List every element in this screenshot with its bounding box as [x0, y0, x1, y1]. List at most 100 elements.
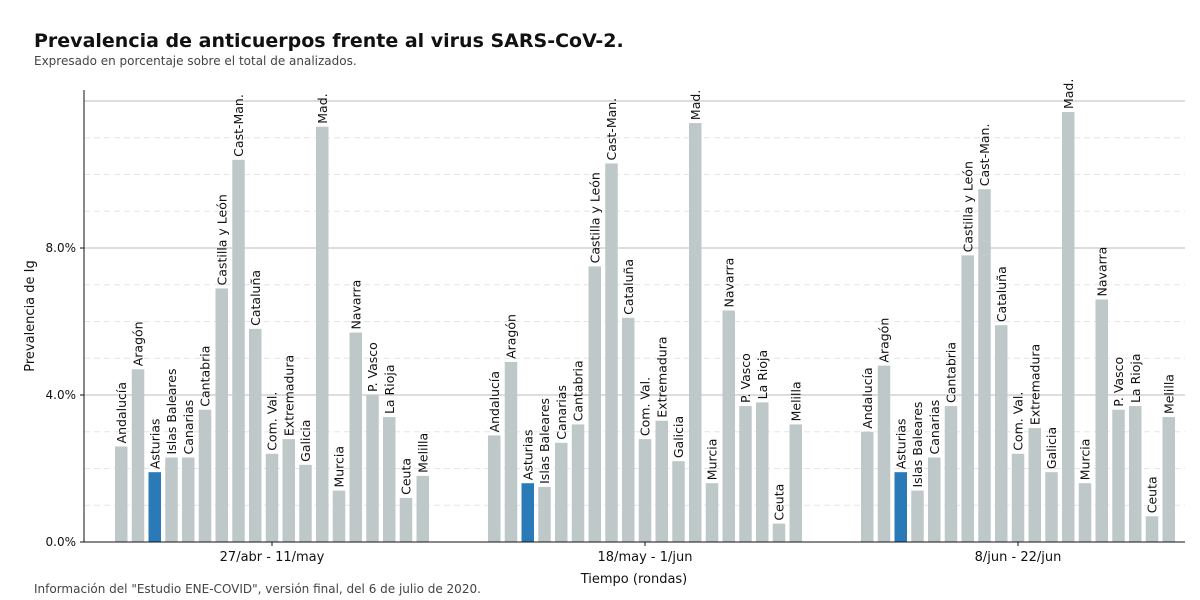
bar	[521, 483, 534, 542]
bar	[622, 317, 635, 542]
bar	[961, 255, 974, 543]
chart-caption: Información del "Estudio ENE-COVID", ver…	[34, 582, 481, 596]
bar	[299, 464, 312, 542]
bar	[722, 310, 735, 542]
bar-label: Cataluña	[248, 270, 263, 326]
bar	[198, 409, 212, 542]
bar-label: Melilla	[415, 433, 430, 473]
bar	[1095, 299, 1108, 542]
bar-label: Galicia	[671, 416, 686, 458]
x-tick-label: 18/may - 1/jun	[598, 550, 693, 565]
bar	[705, 483, 719, 542]
y-axis-title: Prevalencia de Ig	[23, 260, 38, 372]
y-tick-label: 4.0%	[46, 388, 77, 402]
bar	[316, 126, 329, 542]
bar-label: Castilla y León	[960, 161, 975, 252]
bar	[1162, 417, 1175, 542]
bar-label: La Rioja	[755, 350, 770, 400]
bar-label: Cataluña	[621, 259, 636, 315]
bar	[1078, 483, 1092, 542]
bar-label: Cantabria	[944, 342, 959, 403]
bar	[655, 420, 668, 542]
bar-label: Cantabria	[571, 360, 586, 421]
bar	[115, 446, 128, 542]
bar	[416, 475, 429, 542]
bar	[1062, 112, 1075, 543]
bar	[265, 453, 279, 542]
bar-label: Murcia	[1078, 439, 1093, 481]
bar-label: Islas Baleares	[164, 369, 179, 455]
bar-label: Melilla	[788, 381, 803, 421]
bars	[115, 112, 1175, 543]
bar-label: Islas Baleares	[537, 398, 552, 484]
bar	[672, 461, 685, 542]
bar-label: Com. Val.	[265, 392, 280, 451]
bar	[131, 369, 145, 542]
bar	[995, 325, 1008, 542]
bar	[638, 439, 652, 542]
bar	[488, 435, 501, 542]
bar-label: Asturias	[893, 419, 908, 470]
bar	[1112, 409, 1125, 542]
bar	[894, 472, 907, 542]
bar	[1145, 516, 1159, 542]
bar-label: Asturias	[520, 430, 535, 481]
bar	[366, 395, 379, 542]
bar	[399, 497, 413, 542]
bar-label: Mad.	[688, 90, 703, 120]
bar-label: Murcia	[705, 439, 720, 481]
bar-label: Extremadura	[654, 336, 669, 417]
bar-label: Asturias	[147, 419, 162, 470]
bar	[944, 406, 958, 542]
bar	[538, 486, 551, 542]
bar-label: Cast-Man.	[231, 94, 246, 157]
x-tick-label: 27/abr - 11/may	[220, 550, 325, 565]
bar-label: Com. Val.	[1011, 392, 1026, 451]
bar-label: Murcia	[332, 446, 347, 488]
bar-label: Cantabria	[198, 346, 213, 407]
bar-label: Extremadura	[281, 355, 296, 436]
bar-label: Andalucía	[860, 367, 875, 428]
axes: 0.0% 4.0% 8.0% 27/abr - 11/may 18/may - 1/ju…	[46, 90, 1185, 565]
bar	[555, 442, 568, 542]
bar-label: Cataluña	[994, 266, 1009, 322]
bar	[789, 424, 802, 542]
y-tick-label: 8.0%	[46, 241, 77, 255]
bar-label: Ceuta	[399, 458, 414, 495]
bar-label: Galicia	[1044, 427, 1059, 469]
bar-label: Ceuta	[1145, 476, 1160, 513]
y-tick-label: 0.0%	[46, 535, 77, 549]
bar-label: Mad.	[1061, 79, 1076, 109]
bar-label: Andalucía	[487, 371, 502, 432]
bar-label: Aragón	[131, 321, 146, 366]
bar	[282, 439, 295, 542]
bar-label: Cast-Man.	[604, 98, 619, 161]
bar-label: Castilla y León	[214, 194, 229, 285]
bar-label: Ceuta	[772, 484, 787, 521]
bar	[861, 431, 874, 542]
bar	[877, 365, 891, 542]
bar	[232, 159, 245, 542]
bar-label: Canarias	[181, 400, 196, 455]
bar-label: P. Vasco	[365, 342, 380, 392]
bar	[571, 424, 585, 542]
bar-label: Canarias	[554, 385, 569, 440]
chart-subtitle: Expresado en porcentaje sobre el total d…	[34, 54, 357, 68]
bar	[165, 457, 178, 542]
bar-label: Islas Baleares	[910, 402, 925, 488]
chart-title: Prevalencia de anticuerpos frente al vir…	[34, 30, 624, 52]
bar	[215, 288, 228, 542]
bar-label: Navarra	[1094, 247, 1109, 297]
bar-label: Mad.	[315, 93, 330, 123]
bar	[1028, 428, 1041, 542]
bar	[772, 523, 786, 542]
bar	[383, 417, 396, 542]
bar-label: Castilla y León	[587, 172, 602, 263]
bar-label: Com. Val.	[638, 377, 653, 436]
bar	[756, 402, 769, 542]
bar	[249, 328, 262, 542]
bar	[349, 332, 362, 542]
bar-label: Cast-Man.	[977, 124, 992, 187]
bar-label: Canarias	[927, 400, 942, 455]
